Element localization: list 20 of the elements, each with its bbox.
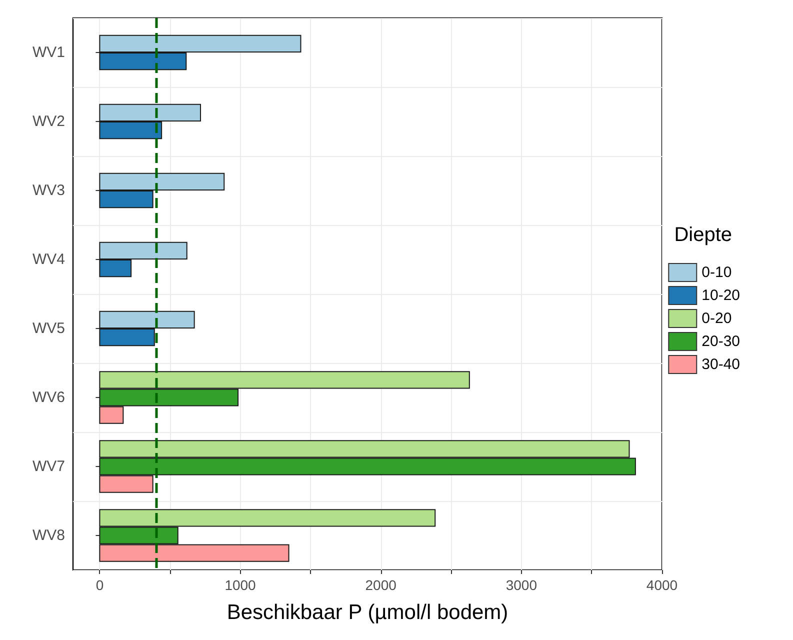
y-tick-label: WV7 <box>32 458 65 475</box>
y-tick-label: WV1 <box>32 44 65 61</box>
x-tick-label: 0 <box>96 577 104 593</box>
x-tick-label: 1000 <box>224 577 256 593</box>
y-tick-label: WV6 <box>32 389 65 406</box>
legend-label: 0-20 <box>702 310 732 327</box>
x-tick-label: 4000 <box>646 577 678 593</box>
y-tick-label: WV8 <box>32 527 65 544</box>
x-tick-label: 2000 <box>365 577 397 593</box>
legend-label: 10-20 <box>702 287 740 304</box>
y-tick-label: WV3 <box>32 182 65 199</box>
legend-label: 30-40 <box>702 356 740 373</box>
legend-label: 0-10 <box>702 264 732 281</box>
y-tick-label: WV4 <box>32 251 65 268</box>
y-tick-label: WV2 <box>32 113 65 130</box>
legend-label: 20-30 <box>702 333 740 350</box>
y-tick-label: WV5 <box>32 320 65 337</box>
x-axis-title: Beschikbaar P (µmol/l bodem) <box>226 601 508 624</box>
legend-title: Diepte <box>674 224 732 246</box>
x-tick-label: 3000 <box>506 577 538 593</box>
